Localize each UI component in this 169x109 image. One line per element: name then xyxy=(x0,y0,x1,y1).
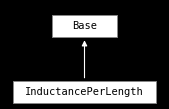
FancyBboxPatch shape xyxy=(13,81,156,103)
Text: InductancePerLength: InductancePerLength xyxy=(25,87,144,97)
Text: Base: Base xyxy=(72,21,97,31)
FancyBboxPatch shape xyxy=(52,15,117,37)
